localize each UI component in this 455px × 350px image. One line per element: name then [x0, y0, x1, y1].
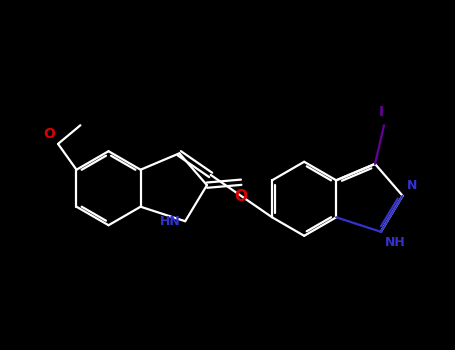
Text: O: O	[44, 127, 56, 141]
Text: N: N	[407, 178, 417, 191]
Text: O: O	[235, 189, 248, 204]
Text: HN: HN	[160, 215, 181, 228]
Text: I: I	[379, 105, 384, 119]
Text: NH: NH	[385, 236, 406, 249]
